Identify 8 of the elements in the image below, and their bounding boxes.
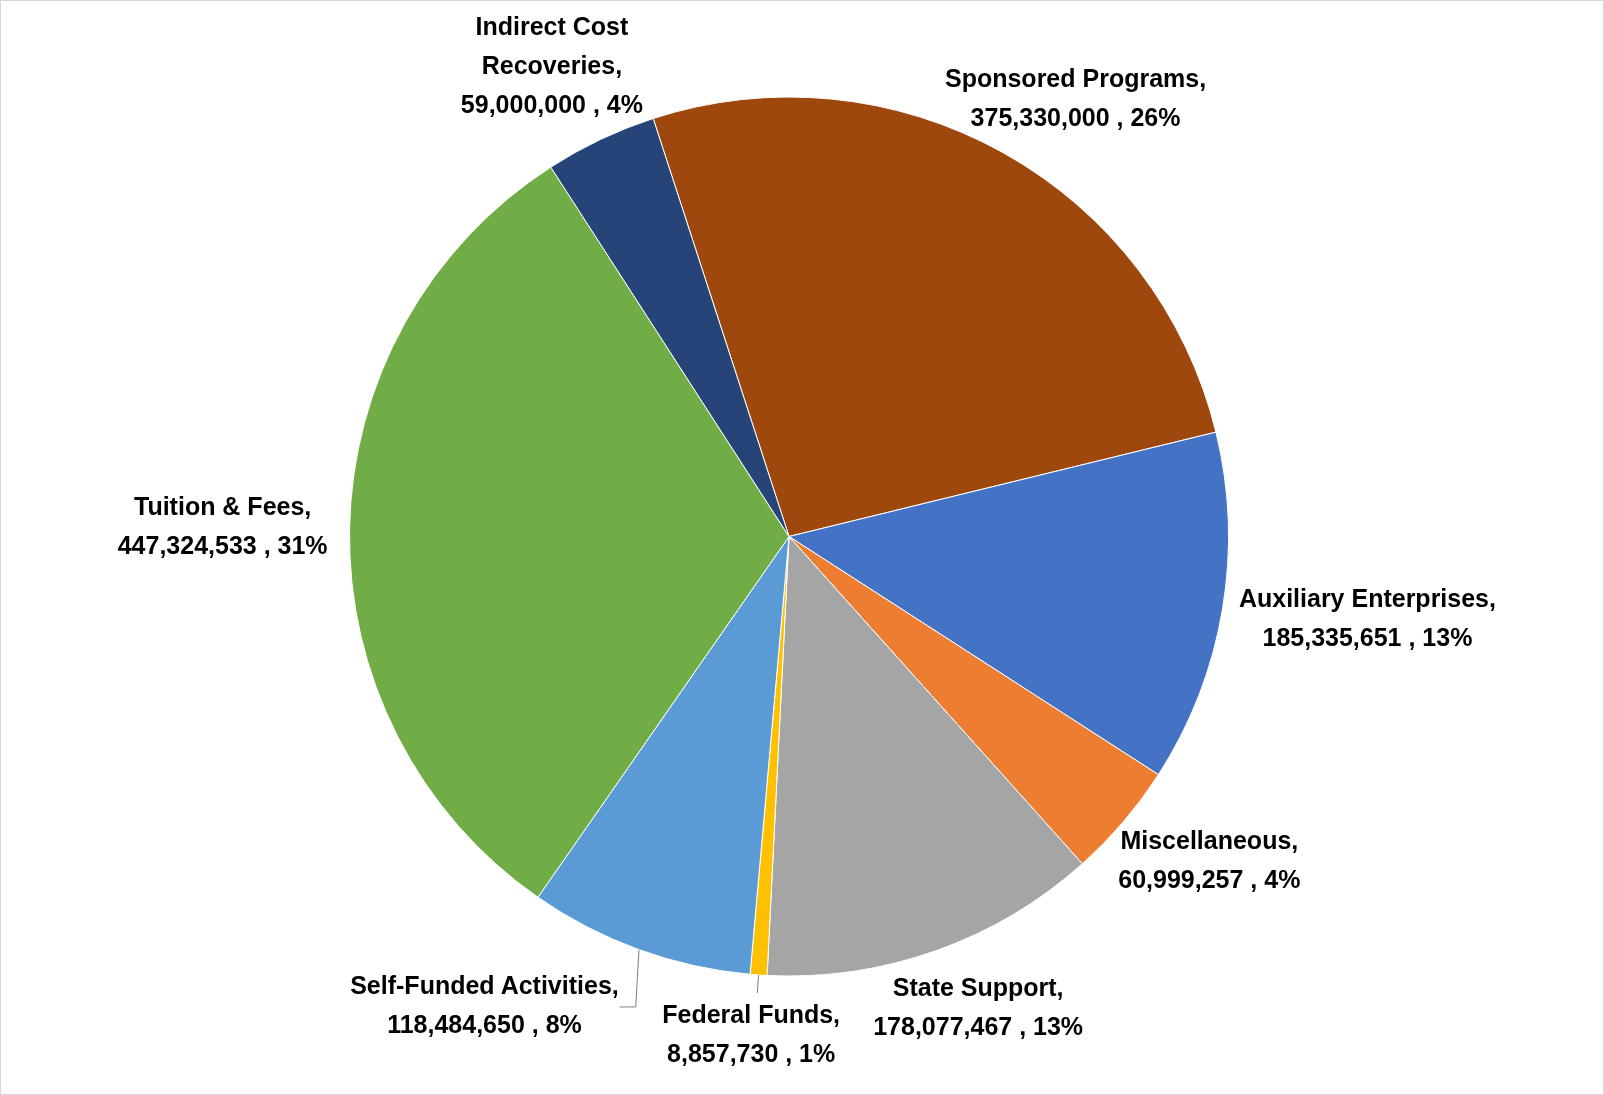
slice-label: Tuition & Fees, 447,324,533 , 31% — [117, 492, 328, 560]
slice-label: State Support, 178,077,467 , 13% — [873, 972, 1084, 1040]
slice-label: Miscellaneous, 60,999,257 , 4% — [1118, 825, 1301, 893]
slice-label: Indirect Cost Recoveries, 59,000,000 , 4% — [460, 11, 643, 118]
slice-label: Auxiliary Enterprises, 185,335,651 , 13% — [1238, 583, 1496, 651]
slice-label: Federal Funds, 8,857,730 , 1% — [662, 1000, 841, 1068]
slice-label: Self-Funded Activities, 118,484,650 , 8% — [350, 971, 619, 1039]
slice-label: Sponsored Programs, 375,330,000 , 26% — [944, 63, 1207, 131]
